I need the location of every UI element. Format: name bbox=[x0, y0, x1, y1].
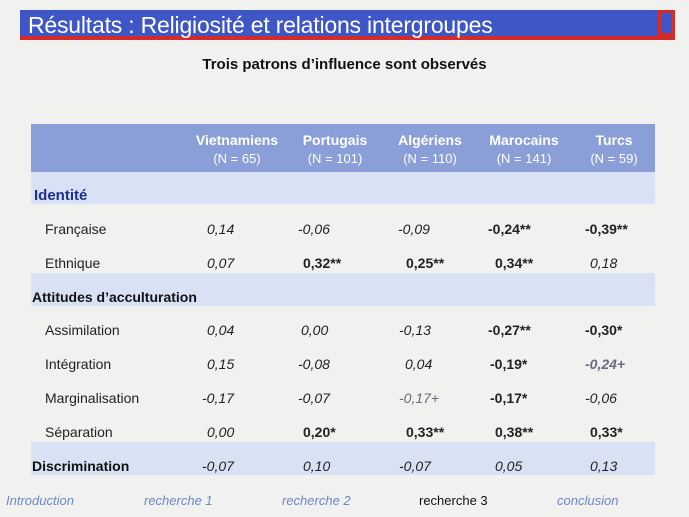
cell-ethnique-4: 0,34** bbox=[495, 255, 534, 271]
col-header-turcs: Turcs bbox=[595, 132, 633, 148]
nav-introduction[interactable]: Introduction bbox=[6, 493, 74, 508]
cell-integration-4: -0,19* bbox=[490, 356, 528, 372]
cell-integration-5: -0,24+ bbox=[585, 356, 626, 372]
nav-recherche-2[interactable]: recherche 2 bbox=[282, 493, 351, 508]
row-label-ethnique: Ethnique bbox=[45, 255, 101, 271]
nav-conclusion[interactable]: conclusion bbox=[557, 493, 619, 508]
col-header-portugais: Portugais bbox=[302, 132, 368, 148]
row-label-francaise: Française bbox=[45, 221, 107, 237]
cell-assimilation-1: 0,04 bbox=[207, 322, 235, 338]
cell-separation-3: 0,33** bbox=[406, 424, 445, 440]
row-label-assimilation: Assimilation bbox=[45, 322, 120, 338]
nav-recherche-3[interactable]: recherche 3 bbox=[419, 493, 488, 508]
cell-separation-1: 0,00 bbox=[207, 424, 235, 440]
cell-discrimination-3: -0,07 bbox=[399, 458, 431, 474]
cell-marginalisation-1: -0,17 bbox=[202, 390, 234, 406]
cell-ethnique-3: 0,25** bbox=[406, 255, 445, 271]
section-discrimination: Discrimination bbox=[32, 458, 130, 474]
cell-discrimination-4: 0,05 bbox=[495, 458, 523, 474]
cell-francaise-4: -0,24** bbox=[488, 221, 531, 237]
section-band-discrimination bbox=[31, 442, 655, 475]
cell-marginalisation-4: -0,17* bbox=[490, 390, 528, 406]
section-identite: Identité bbox=[34, 187, 88, 204]
cell-integration-3: 0,04 bbox=[405, 356, 433, 372]
col-n-turcs: (N = 59) bbox=[590, 151, 638, 166]
col-header-marocains: Marocains bbox=[489, 132, 559, 148]
cell-separation-4: 0,38** bbox=[495, 424, 534, 440]
cell-ethnique-5: 0,18 bbox=[590, 255, 618, 271]
cell-ethnique-1: 0,07 bbox=[207, 255, 235, 271]
slide-title: Résultats : Religiosité et relations int… bbox=[28, 12, 493, 38]
banner-red-box bbox=[658, 10, 675, 40]
banner-red-line bbox=[20, 36, 675, 40]
cell-francaise-1: 0,14 bbox=[207, 221, 235, 237]
cell-francaise-2: -0,06 bbox=[298, 221, 330, 237]
col-n-marocains: (N = 141) bbox=[496, 151, 552, 166]
slide-subtitle: Trois patrons d’influence sont observés bbox=[202, 56, 487, 73]
col-header-vietnamiens: Vietnamiens bbox=[195, 132, 279, 148]
cell-integration-1: 0,15 bbox=[207, 356, 235, 372]
col-header-algeriens: Algériens bbox=[398, 132, 462, 148]
cell-assimilation-4: -0,27** bbox=[488, 322, 531, 338]
cell-assimilation-3: -0,13 bbox=[399, 322, 431, 338]
col-n-portugais: (N = 101) bbox=[307, 151, 363, 166]
cell-marginalisation-5: -0,06 bbox=[585, 390, 617, 406]
cell-francaise-5: -0,39** bbox=[585, 221, 628, 237]
cell-discrimination-1: -0,07 bbox=[202, 458, 234, 474]
col-n-algeriens: (N = 110) bbox=[403, 151, 457, 166]
cell-francaise-3: -0,09 bbox=[398, 221, 430, 237]
row-label-marginalisation: Marginalisation bbox=[45, 390, 140, 406]
section-attitudes: Attitudes d’acculturation bbox=[32, 289, 197, 305]
cell-integration-2: -0,08 bbox=[298, 356, 330, 372]
cell-assimilation-2: 0,00 bbox=[301, 322, 329, 338]
cell-ethnique-2: 0,32** bbox=[303, 255, 342, 271]
row-label-integration: Intégration bbox=[45, 356, 112, 372]
col-n-vietnamiens: (N = 65) bbox=[213, 151, 261, 166]
nav-recherche-1[interactable]: recherche 1 bbox=[144, 493, 213, 508]
row-label-separation: Séparation bbox=[45, 424, 113, 440]
cell-discrimination-5: 0,13 bbox=[590, 458, 618, 474]
table-header: Vietnamiens (N = 65) Portugais (N = 101)… bbox=[31, 124, 655, 172]
cell-separation-5: 0,33* bbox=[590, 424, 623, 440]
cell-discrimination-2: 0,10 bbox=[303, 458, 331, 474]
cell-separation-2: 0,20* bbox=[303, 424, 336, 440]
section-band-identite bbox=[31, 172, 655, 204]
cell-assimilation-5: -0,30* bbox=[585, 322, 623, 338]
title-banner bbox=[20, 10, 675, 40]
section-band-attitudes bbox=[31, 273, 655, 306]
cell-marginalisation-2: -0,07 bbox=[298, 390, 330, 406]
cell-marginalisation-3: -0,17+ bbox=[399, 390, 440, 406]
